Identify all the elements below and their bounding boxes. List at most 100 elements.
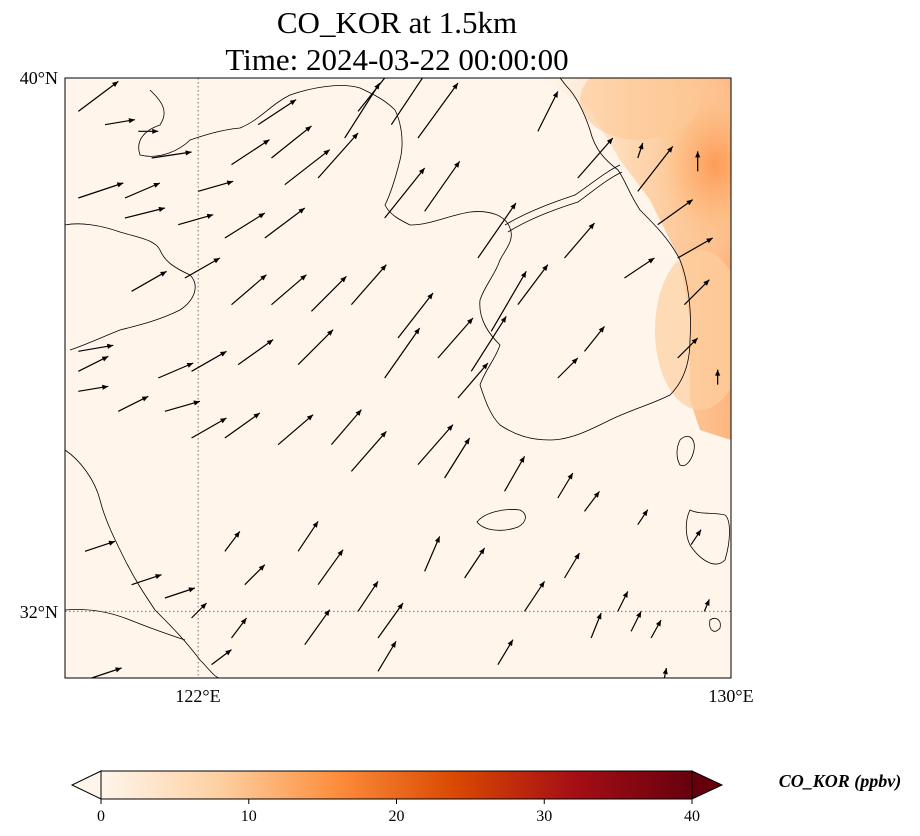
coastline-islands bbox=[709, 618, 721, 632]
lat-label-40: 40°N bbox=[20, 68, 58, 88]
wind-vector-shaft bbox=[390, 78, 424, 125]
wind-vector-head bbox=[715, 369, 721, 376]
wind-vector-head bbox=[160, 271, 167, 277]
wind-vector bbox=[444, 437, 471, 479]
wind-vector bbox=[557, 357, 579, 379]
wind-vector-head bbox=[447, 424, 453, 431]
wind-vector-shaft bbox=[198, 180, 234, 192]
wind-vector bbox=[424, 160, 461, 212]
wind-vector-head bbox=[260, 274, 267, 281]
wind-vector-head bbox=[434, 536, 440, 543]
wind-vector-shaft bbox=[564, 222, 595, 259]
wind-vector-shaft bbox=[297, 329, 334, 366]
wind-vector-head bbox=[240, 618, 247, 625]
wind-vector-head bbox=[380, 431, 387, 438]
wind-vector-shaft bbox=[78, 182, 124, 199]
wind-vector bbox=[78, 384, 109, 392]
wind-vector-shaft bbox=[330, 409, 362, 446]
colorbar-ticks: 0 10 20 30 40 bbox=[97, 799, 700, 825]
wind-vector bbox=[224, 412, 261, 439]
wind-vector-head bbox=[482, 363, 488, 370]
wind-vector-head bbox=[300, 274, 307, 281]
wind-vector-head bbox=[648, 258, 655, 264]
wind-vector bbox=[657, 199, 694, 226]
wind-vector-head bbox=[598, 326, 605, 333]
wind-vector-shaft bbox=[224, 212, 266, 239]
wind-vector-head bbox=[567, 473, 573, 480]
wind-vector-shaft bbox=[657, 199, 694, 226]
wind-vector bbox=[584, 325, 605, 352]
wind-vector bbox=[417, 424, 454, 466]
wind-vector-shaft bbox=[524, 581, 546, 612]
coastline-yangtze bbox=[65, 609, 186, 641]
wind-vector-shaft bbox=[677, 237, 714, 259]
wind-vector-head bbox=[706, 238, 713, 244]
colorbar-label: CO_KOR (ppbv) bbox=[779, 771, 902, 792]
wind-vector-shaft bbox=[424, 160, 461, 212]
wind-vector-shaft bbox=[417, 82, 459, 139]
wind-vector bbox=[464, 547, 486, 579]
wind-vector-head bbox=[593, 491, 600, 498]
wind-vector bbox=[164, 400, 201, 412]
wind-vector-shaft bbox=[624, 257, 655, 279]
wind-vector bbox=[637, 142, 644, 159]
colorbar-tick-label: 0 bbox=[97, 808, 105, 825]
wind-vector bbox=[131, 574, 162, 586]
wind-vector bbox=[84, 540, 116, 552]
wind-vector-shaft bbox=[237, 339, 274, 366]
wind-vector bbox=[237, 339, 274, 366]
wind-vectors bbox=[77, 78, 731, 678]
colorbar-tick-label: 40 bbox=[684, 808, 700, 825]
wind-vector-head bbox=[185, 150, 192, 156]
wind-vector bbox=[158, 362, 194, 379]
wind-vector bbox=[224, 212, 266, 239]
border-dmz bbox=[504, 164, 621, 226]
wind-vector bbox=[198, 180, 234, 192]
co-enhanced-region bbox=[540, 78, 731, 440]
wind-vector-head bbox=[225, 649, 232, 656]
wind-vector-shaft bbox=[464, 547, 486, 579]
wind-vector-shaft bbox=[384, 327, 421, 379]
title-line-1: CO_KOR at 1.5km bbox=[277, 5, 517, 40]
wind-vector bbox=[524, 581, 546, 612]
wind-vector-head bbox=[427, 293, 433, 300]
coastline-liaodong bbox=[384, 109, 411, 226]
wind-vector bbox=[271, 125, 312, 159]
wind-vector-head bbox=[352, 133, 359, 140]
wind-vector-head bbox=[108, 540, 115, 546]
wind-vector-head bbox=[188, 587, 195, 593]
wind-vector-shaft bbox=[357, 581, 379, 612]
wind-vector-head bbox=[340, 276, 347, 283]
wind-vector-shaft bbox=[437, 317, 474, 359]
wind-vector-head bbox=[306, 414, 314, 421]
wind-vector-head bbox=[116, 182, 124, 188]
wind-vector-head bbox=[397, 603, 404, 610]
wind-vector-shaft bbox=[124, 207, 166, 219]
field-background bbox=[65, 78, 731, 678]
wind-vector bbox=[124, 182, 161, 199]
wind-vector-head bbox=[327, 329, 334, 336]
wind-vector bbox=[317, 549, 344, 586]
wind-vector bbox=[384, 327, 421, 379]
wind-vector-head bbox=[115, 667, 122, 673]
gridlines bbox=[65, 78, 731, 678]
wind-vector bbox=[537, 91, 559, 132]
wind-vector-shaft bbox=[537, 91, 559, 132]
wind-vector-shaft bbox=[470, 316, 507, 372]
wind-vector-head bbox=[258, 564, 265, 571]
wind-vector-head bbox=[510, 203, 516, 210]
wind-vector bbox=[78, 182, 124, 199]
wind-vector-shaft bbox=[504, 456, 526, 492]
wind-vector bbox=[577, 137, 614, 179]
wind-vector-head bbox=[520, 271, 527, 278]
wind-vector-shaft bbox=[124, 182, 161, 199]
wind-vector bbox=[78, 343, 114, 352]
wind-vector-shaft bbox=[490, 271, 527, 332]
wind-vector-head bbox=[374, 83, 380, 90]
wind-vector-shaft bbox=[477, 202, 517, 259]
wind-vector bbox=[231, 139, 270, 166]
wind-vector bbox=[138, 128, 159, 134]
title-line-2: Time: 2024-03-22 00:00:00 bbox=[225, 42, 568, 77]
wind-vector bbox=[624, 257, 655, 279]
